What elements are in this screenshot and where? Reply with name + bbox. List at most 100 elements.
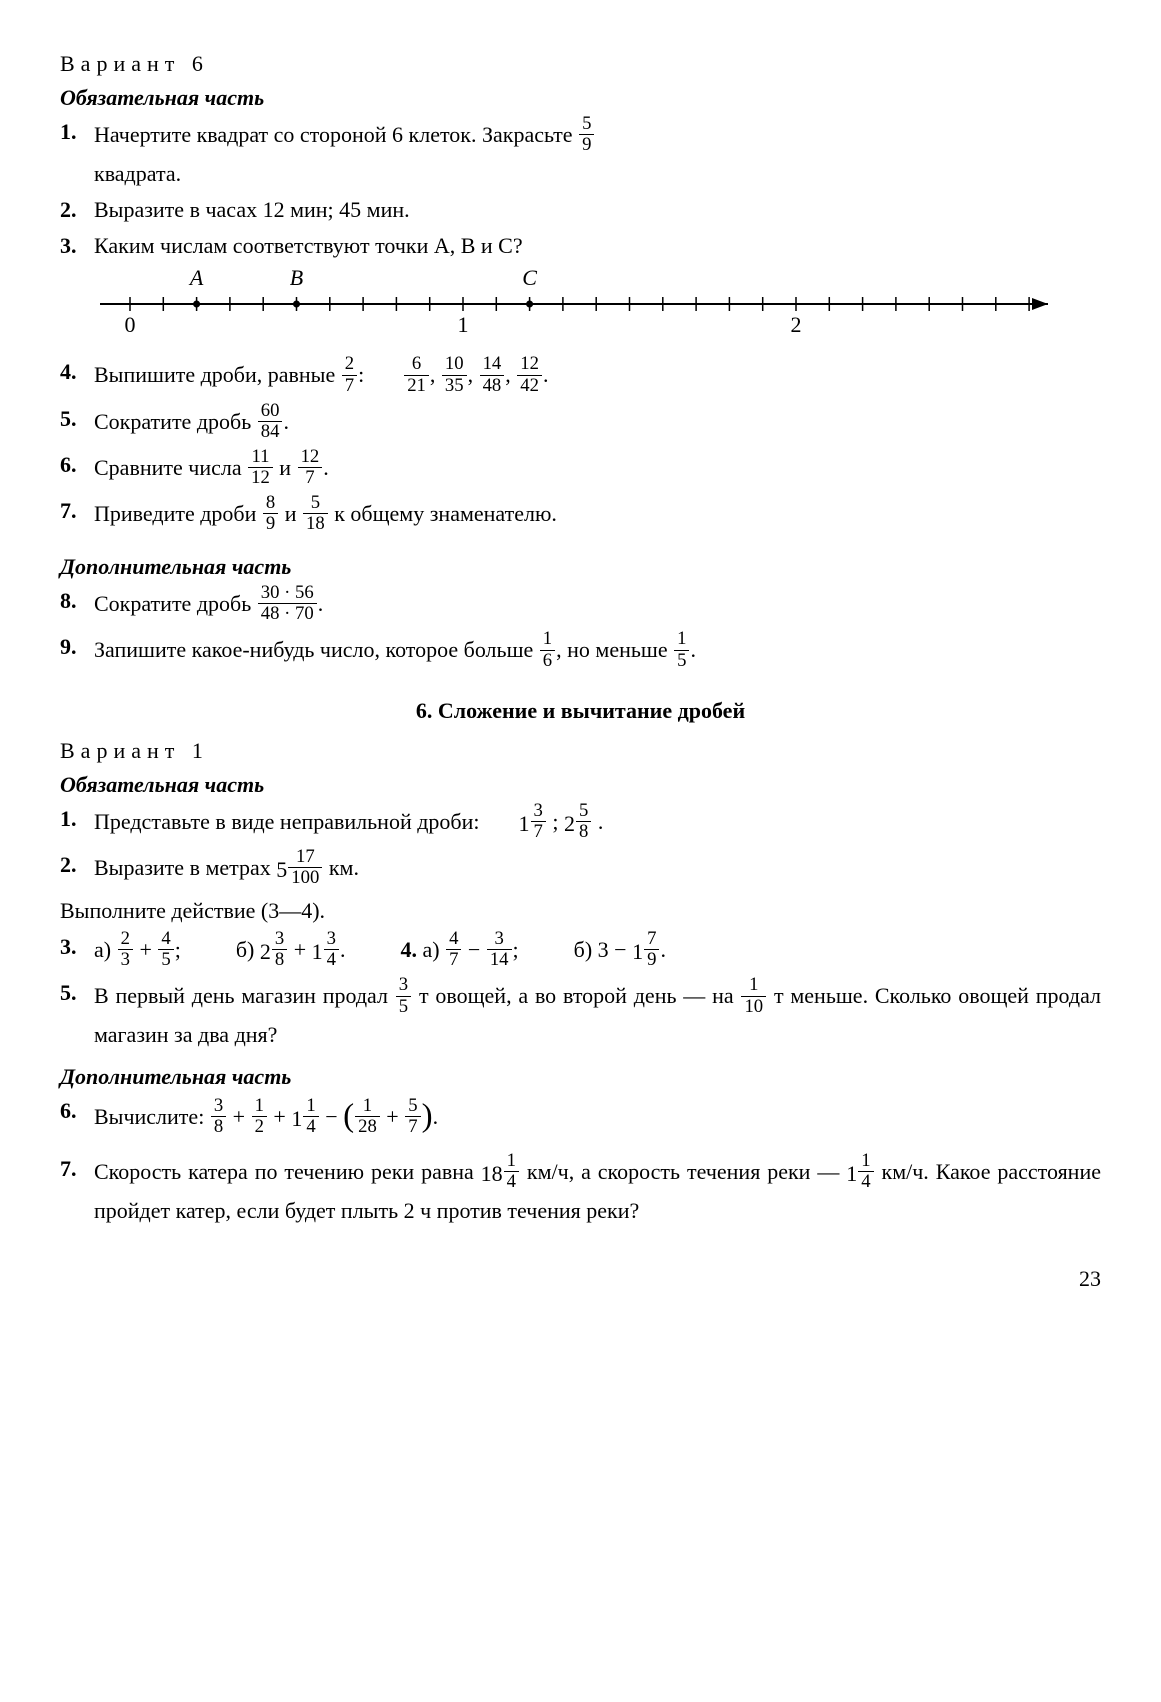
v1-problem-1: 1. Представьте в виде неправильной дроби… bbox=[60, 803, 1101, 845]
problem-number: 7. bbox=[60, 495, 94, 537]
text: Сократите дробь bbox=[94, 409, 257, 434]
v1-problems-3-4-row: 3. а) 23 + 45; б) 238 + 134. 4. а) 47 − … bbox=[60, 931, 1101, 973]
text: км. bbox=[329, 855, 359, 880]
v1-instruction: Выполните действие (3—4). bbox=[60, 895, 1101, 927]
whole-part: 2 bbox=[260, 939, 271, 964]
numerator: 3 bbox=[531, 801, 546, 823]
variant6-mandatory-label: Обязательная часть bbox=[60, 82, 1101, 114]
text: т овощей, а во второй день — на bbox=[419, 983, 741, 1008]
text: ; bbox=[513, 937, 519, 962]
whole-part: 1 bbox=[291, 1106, 302, 1131]
v6-problem-3: 3. Каким числам соответствуют точки A, B… bbox=[60, 230, 1101, 262]
mixed-number: 137 bbox=[519, 809, 553, 834]
numerator: 1 bbox=[355, 1096, 380, 1118]
fraction: 127 bbox=[298, 447, 323, 489]
numerator: 4 bbox=[158, 929, 173, 951]
numerator: 1 bbox=[303, 1096, 318, 1118]
denominator: 12 bbox=[248, 468, 273, 489]
svg-text:0: 0 bbox=[125, 312, 136, 337]
op: + bbox=[268, 1104, 291, 1129]
fraction: 12 bbox=[252, 1096, 267, 1138]
denominator: 28 bbox=[355, 1117, 380, 1138]
denominator: 100 bbox=[288, 868, 322, 889]
denominator: 6 bbox=[540, 651, 555, 672]
numerator: 1 bbox=[252, 1096, 267, 1118]
mixed-number: 258 bbox=[564, 809, 598, 834]
svg-text:1: 1 bbox=[458, 312, 469, 337]
numerator: 3 bbox=[324, 929, 339, 951]
v6-problem-5: 5. Сократите дробь 6084. bbox=[60, 403, 1101, 445]
label-b: б) bbox=[574, 937, 598, 962]
numerator: 5 bbox=[405, 1096, 420, 1118]
problem-body: Приведите дроби 89 и 518 к общему знамен… bbox=[94, 495, 1101, 537]
colon: : bbox=[358, 363, 370, 388]
v6-problem-4: 4. Выпишите дроби, равные 2 7 : 621, 103… bbox=[60, 356, 1101, 398]
denominator: 5 bbox=[674, 651, 689, 672]
op: − bbox=[320, 1104, 343, 1129]
problem-number: 6. bbox=[60, 449, 94, 491]
svg-text:B: B bbox=[290, 268, 303, 290]
problem-number: 4. bbox=[60, 356, 94, 398]
fraction: 47 bbox=[446, 929, 461, 971]
numerator: 2 bbox=[118, 929, 133, 951]
fraction: 5 9 bbox=[579, 114, 594, 156]
denominator: 14 bbox=[487, 950, 512, 971]
fraction: 16 bbox=[540, 629, 555, 671]
v6-problem-9: 9. Запишите какое-нибудь число, которое … bbox=[60, 631, 1101, 673]
problem-body: Вычислите: 38 + 12 + 114 − (128 + 57). bbox=[94, 1095, 1101, 1143]
mixed-number: 238 bbox=[260, 937, 288, 962]
mixed-number: 114 bbox=[291, 1104, 319, 1129]
fraction: 110 bbox=[741, 975, 766, 1017]
op: + bbox=[288, 937, 311, 962]
denominator: 5 bbox=[158, 950, 173, 971]
numerator: 10 bbox=[442, 354, 467, 376]
problem-body: Сократите дробь 6084. bbox=[94, 403, 1101, 445]
v6-problem-6: 6. Сравните числа 1112 и 127. bbox=[60, 449, 1101, 491]
problem-number: 9. bbox=[60, 631, 94, 673]
numerator: 6 bbox=[404, 354, 429, 376]
mixed-number: 134 bbox=[312, 937, 340, 962]
denominator: 8 bbox=[576, 822, 591, 843]
problem-body: Выразите в метрах 517100 км. bbox=[94, 849, 1101, 891]
problem-number: 2. bbox=[60, 194, 94, 226]
problem-number: 7. bbox=[60, 1153, 94, 1227]
numerator: 1 bbox=[858, 1151, 873, 1173]
numerator: 7 bbox=[644, 929, 659, 951]
whole-part: 1 bbox=[519, 811, 530, 836]
text: Вычислите: bbox=[94, 1104, 210, 1129]
numerator: 17 bbox=[288, 847, 322, 869]
numerator: 1 bbox=[540, 629, 555, 651]
text: . bbox=[283, 409, 289, 434]
fraction: 37 bbox=[531, 801, 546, 843]
text: Приведите дроби bbox=[94, 501, 262, 526]
denominator: 21 bbox=[404, 376, 429, 397]
denominator: 4 bbox=[324, 950, 339, 971]
v6-problem-2: 2. Выразите в часах 12 мин; 45 мин. bbox=[60, 194, 1101, 226]
denominator: 4 bbox=[303, 1117, 318, 1138]
problem-number: 6. bbox=[60, 1095, 94, 1143]
text: Запишите какое-нибудь число, которое бол… bbox=[94, 637, 539, 662]
whole-part: 2 bbox=[564, 811, 575, 836]
numerator: 1 bbox=[674, 629, 689, 651]
mixed-number: 114 bbox=[846, 1159, 874, 1184]
denominator: 48 bbox=[480, 376, 505, 397]
op: + bbox=[381, 1104, 404, 1129]
problem-body: Представьте в виде неправильной дроби: 1… bbox=[94, 803, 1101, 845]
label-b: б) bbox=[236, 937, 260, 962]
label-a: а) bbox=[422, 937, 445, 962]
denominator: 84 bbox=[258, 422, 283, 443]
fraction: 45 bbox=[158, 929, 173, 971]
numerator: 3 bbox=[272, 929, 287, 951]
numerator: 14 bbox=[480, 354, 505, 376]
denominator: 8 bbox=[211, 1117, 226, 1138]
numerator: 3 bbox=[211, 1096, 226, 1118]
text: . bbox=[318, 591, 324, 616]
v1-problem-6: 6. Вычислите: 38 + 12 + 114 − (128 + 57)… bbox=[60, 1095, 1101, 1143]
problem-number-inline: 4. bbox=[400, 937, 417, 962]
text: Каким числам соответствуют точки A, B и … bbox=[94, 233, 523, 258]
numberline: 012ABC bbox=[100, 268, 1101, 347]
text: , но меньше bbox=[556, 637, 673, 662]
right-paren: ) bbox=[422, 1098, 433, 1134]
text: Выпишите дроби, равные bbox=[94, 363, 341, 388]
text: . bbox=[690, 637, 696, 662]
